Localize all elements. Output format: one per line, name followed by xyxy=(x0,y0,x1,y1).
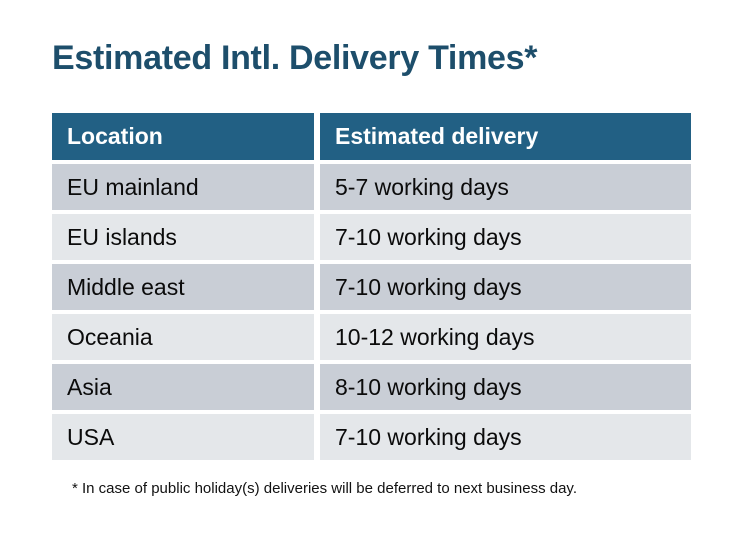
table-row: Middle east 7-10 working days xyxy=(52,264,691,310)
delivery-times-table: Location Estimated delivery EU mainland … xyxy=(52,113,691,460)
column-header-location: Location xyxy=(52,113,314,160)
cell-location: EU mainland xyxy=(52,164,314,210)
cell-estimated-delivery: 10-12 working days xyxy=(320,314,691,360)
table-row: USA 7-10 working days xyxy=(52,414,691,460)
footnote-text: * In case of public holiday(s) deliverie… xyxy=(72,480,577,497)
cell-location: Oceania xyxy=(52,314,314,360)
cell-location: EU islands xyxy=(52,214,314,260)
cell-location: Middle east xyxy=(52,264,314,310)
column-header-estimated-delivery: Estimated delivery xyxy=(320,113,691,160)
cell-estimated-delivery: 7-10 working days xyxy=(320,214,691,260)
cell-estimated-delivery: 5-7 working days xyxy=(320,164,691,210)
page-title: Estimated Intl. Delivery Times* xyxy=(52,39,538,77)
cell-location: USA xyxy=(52,414,314,460)
table-row: EU mainland 5-7 working days xyxy=(52,164,691,210)
cell-location: Asia xyxy=(52,364,314,410)
table-row: Asia 8-10 working days xyxy=(52,364,691,410)
cell-estimated-delivery: 7-10 working days xyxy=(320,264,691,310)
table-header-row: Location Estimated delivery xyxy=(52,113,691,160)
cell-estimated-delivery: 8-10 working days xyxy=(320,364,691,410)
cell-estimated-delivery: 7-10 working days xyxy=(320,414,691,460)
table-row: Oceania 10-12 working days xyxy=(52,314,691,360)
table-row: EU islands 7-10 working days xyxy=(52,214,691,260)
